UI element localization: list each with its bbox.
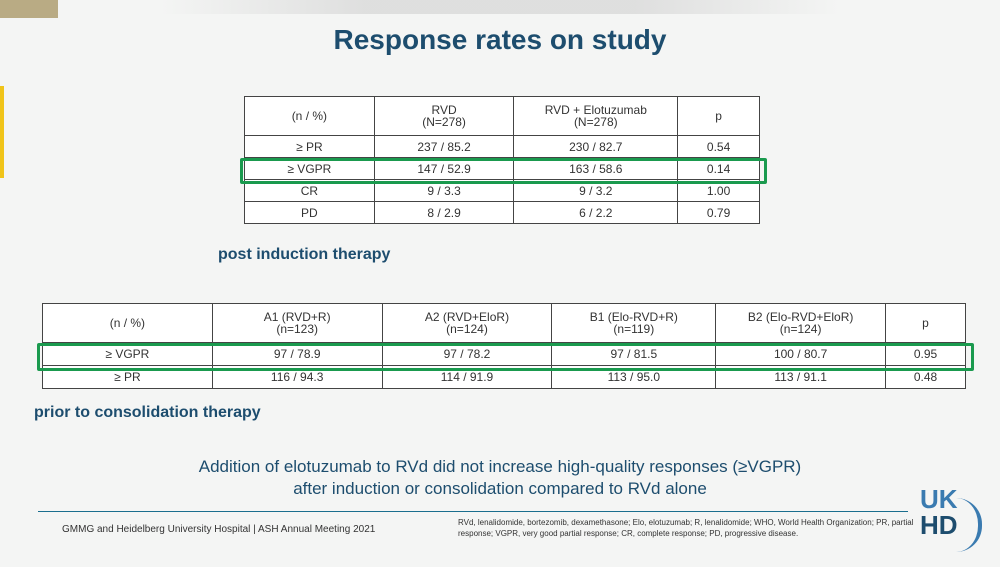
header-cell: B2 (Elo-RVD+EloR) (n=124) <box>715 303 887 343</box>
vgpr-highlight-box <box>240 158 767 184</box>
conclusion-line: after induction or consolidation compare… <box>293 479 707 498</box>
header-cell: A2 (RVD+EloR) (n=124) <box>381 303 553 343</box>
table-cell: 6 / 2.2 <box>513 201 679 224</box>
header-gold-block <box>0 0 58 18</box>
ukhd-logo: UK HD <box>912 484 982 554</box>
table-cell: 0.79 <box>677 201 760 224</box>
table-row: PD 8 / 2.9 6 / 2.2 0.79 <box>244 201 760 224</box>
footer-abbreviations: RVd, lenalidomide, bortezomib, dexametha… <box>458 518 914 538</box>
header-cell: B1 (Elo-RVD+R) (n=119) <box>551 303 717 343</box>
conclusion-text: Addition of elotuzumab to RVd did not in… <box>0 456 1000 500</box>
header-faded-banner <box>160 0 840 14</box>
header-cell: RVD (N=278) <box>373 96 515 136</box>
table-cell: 0.95 <box>885 342 966 366</box>
table-cell: PD <box>244 201 375 224</box>
conclusion-line: Addition of elotuzumab to RVd did not in… <box>198 457 802 476</box>
table-cell: ≥ PR <box>244 135 375 158</box>
logo-arc-icon <box>956 498 982 552</box>
header-cell: A1 (RVD+R) (n=123) <box>211 303 383 343</box>
top-decoration <box>0 0 1000 18</box>
header-cell: p <box>885 303 966 343</box>
table-cell: 0.54 <box>677 135 760 158</box>
table-header-row: (n / %) A1 (RVD+R) (n=123) A2 (RVD+EloR)(… <box>42 303 966 343</box>
table-cell: 230 / 82.7 <box>513 135 679 158</box>
table1-caption: post induction therapy <box>218 246 391 263</box>
table-cell: 147 / 52.9 <box>373 157 515 180</box>
logo-text-top: UK <box>920 484 958 514</box>
header-cell: (n / %) <box>244 96 375 136</box>
table-row: ≥ VGPR 97 / 78.9 97 / 78.2 97 / 81.5 100… <box>42 342 966 366</box>
table-row: ≥ PR 237 / 85.2 230 / 82.7 0.54 <box>244 135 760 158</box>
table-cell: 8 / 2.9 <box>373 201 515 224</box>
header-cell: p <box>677 96 760 136</box>
footer-source: GMMG and Heidelberg University Hospital … <box>62 524 376 535</box>
table-cell: 97 / 81.5 <box>551 342 717 366</box>
vgpr-highlight-box <box>37 343 974 371</box>
slide-title: Response rates on study <box>333 24 667 55</box>
table-row: CR 9 / 3.3 9 / 3.2 1.00 <box>244 179 760 202</box>
logo-text-bottom: HD <box>920 510 958 540</box>
table-cell: 237 / 85.2 <box>373 135 515 158</box>
header-cell: RVD + Elotuzumab (N=278) <box>513 96 679 136</box>
table-row: ≥ VGPR 147 / 52.9 163 / 58.6 0.14 <box>244 157 760 180</box>
table2-caption: prior to consolidation therapy <box>34 404 261 421</box>
side-accent-bar <box>0 86 4 178</box>
footer-divider <box>38 511 908 512</box>
table-header-row: (n / %) RVD (N=278) RVD + Elotuzumab (N=27… <box>244 96 760 136</box>
header-cell: (n / %) <box>42 303 213 343</box>
